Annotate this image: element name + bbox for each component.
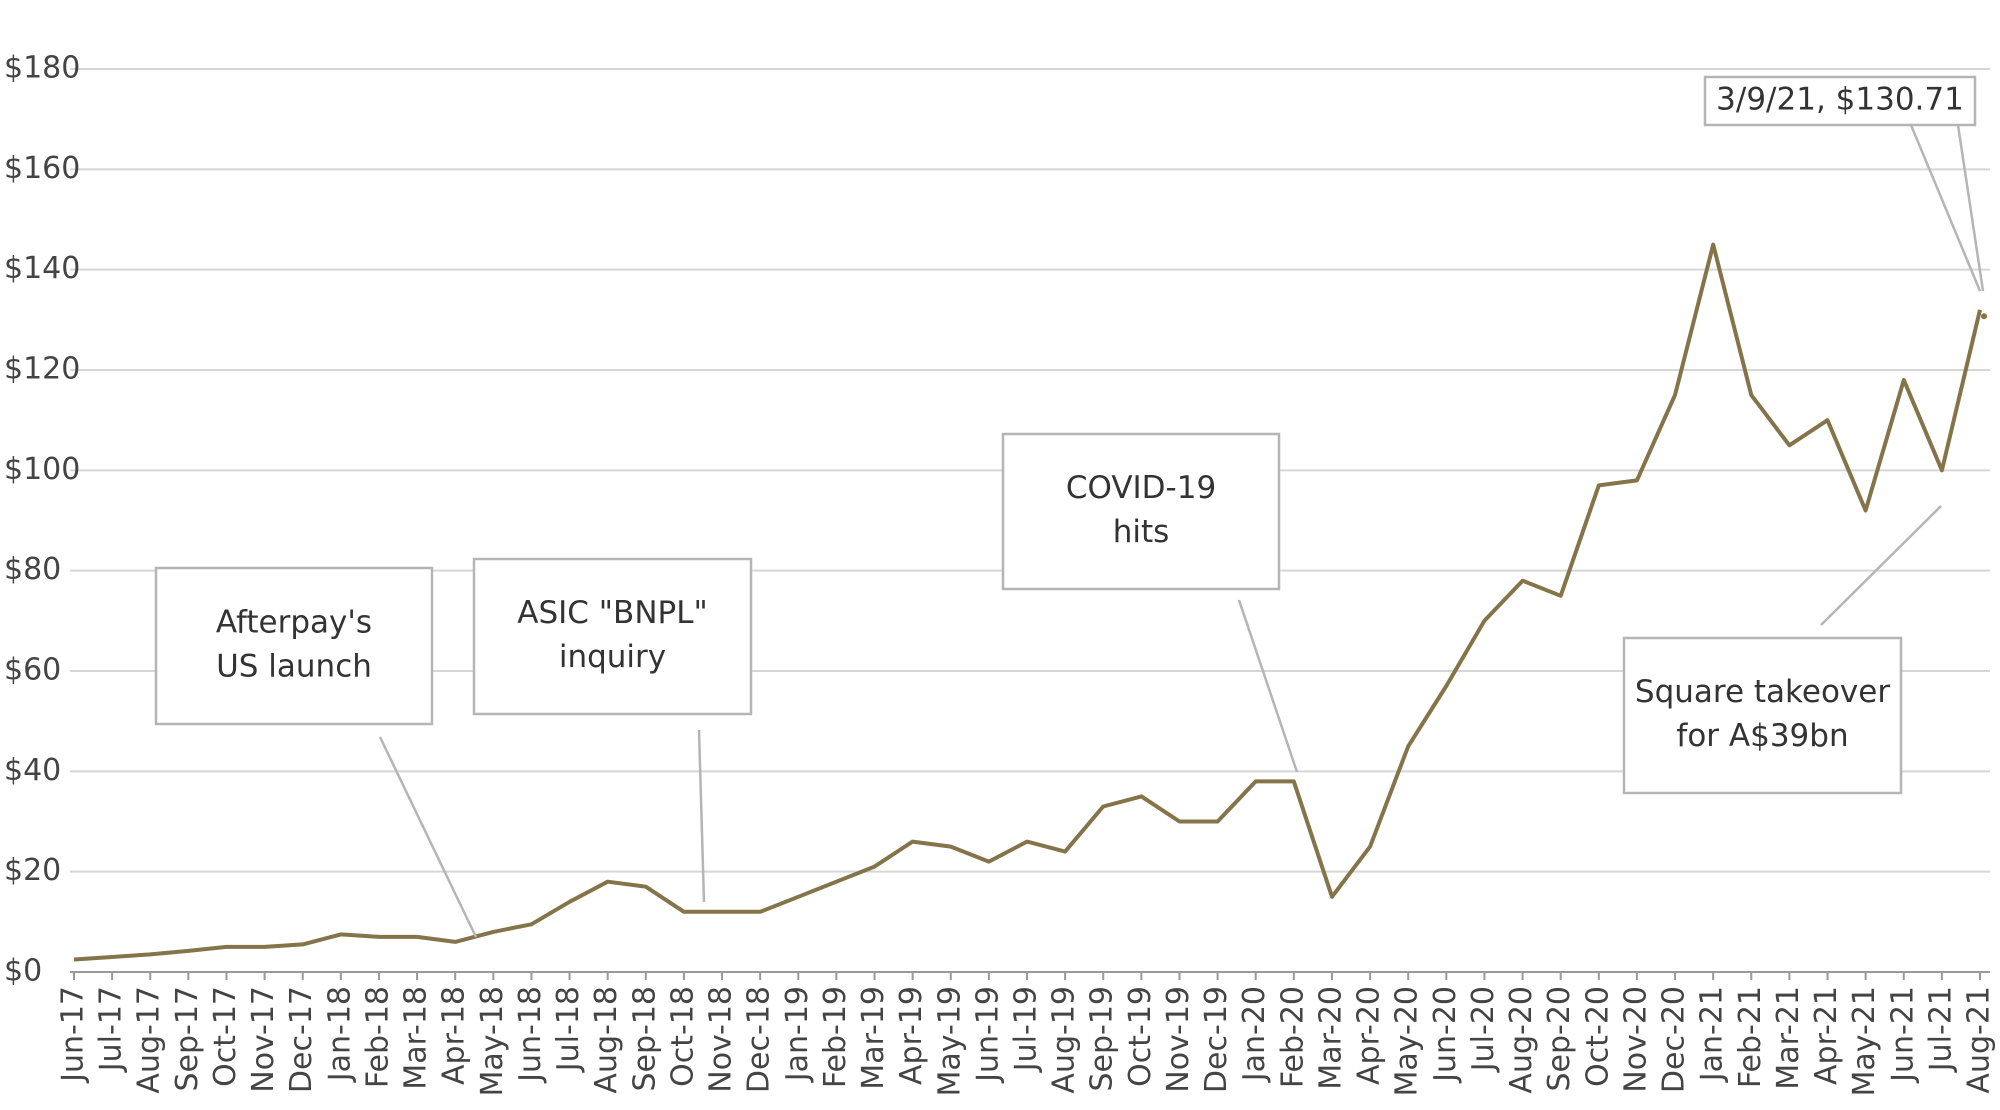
x-tick-label: Jan-19 [780, 986, 815, 1083]
x-tick-label: Oct-19 [1123, 986, 1158, 1087]
annotation-text: US launch [216, 649, 372, 685]
x-tick-label: Jul-20 [1466, 986, 1501, 1073]
annotation-text: hits [1113, 514, 1170, 550]
annotation-text: Square takeover [1635, 674, 1890, 710]
leader-line [697, 729, 706, 903]
x-tick-label: Jun-17 [56, 986, 91, 1084]
x-tick-label: Nov-20 [1618, 986, 1653, 1093]
x-tick-label: Feb-21 [1733, 986, 1768, 1088]
x-tick-label: Dec-20 [1657, 986, 1692, 1093]
annotation-text: COVID-19 [1066, 470, 1216, 506]
x-tick-label: Jun-20 [1428, 986, 1463, 1084]
y-tick-label: $20 [4, 853, 61, 888]
x-tick-label: Jan-21 [1695, 986, 1730, 1083]
x-tick-label: Aug-19 [1047, 986, 1082, 1094]
x-tick-label: Oct-18 [665, 986, 700, 1087]
price-line [73, 242, 1982, 962]
x-tick-label: May-21 [1847, 986, 1882, 1097]
x-tick-label: Mar-20 [1313, 986, 1348, 1090]
y-tick-label: $40 [4, 753, 61, 788]
y-tick-label: $100 [4, 452, 80, 487]
x-tick-label: Jun-18 [513, 986, 548, 1084]
x-tick-label: Jul-19 [1009, 986, 1044, 1073]
x-tick-label: Nov-17 [246, 986, 281, 1093]
x-tick-label: Oct-17 [208, 986, 243, 1087]
y-tick-label: $60 [4, 653, 61, 688]
x-tick-label: Dec-19 [1199, 986, 1234, 1093]
x-tick-label: Sep-18 [627, 986, 662, 1092]
x-tick-label: Dec-17 [284, 986, 319, 1093]
annotation-point [1981, 313, 1987, 320]
x-tick-label: May-18 [475, 986, 510, 1097]
leader-line [1237, 599, 1299, 773]
x-tick-label: Feb-19 [818, 986, 853, 1088]
leader-line [378, 736, 478, 938]
x-tick-label: Feb-18 [360, 986, 395, 1088]
x-tick-label: Jul-18 [551, 986, 586, 1073]
leader-line [1956, 124, 1985, 292]
y-tick-label: $120 [4, 352, 80, 387]
x-tick-label: Mar-18 [399, 986, 434, 1090]
leader-line [1820, 505, 1942, 626]
y-tick-label: $140 [4, 251, 80, 286]
x-tick-label: Aug-18 [589, 986, 624, 1094]
x-tick-label: Jan-18 [322, 986, 357, 1083]
x-tick-label: Apr-18 [437, 986, 472, 1085]
annotation-text: ASIC "BNPL" [517, 595, 707, 631]
y-tick-label: $0 [4, 954, 42, 989]
annotation-text: inquiry [559, 639, 666, 675]
x-tick-label: May-20 [1390, 986, 1425, 1097]
x-tick-label: Dec-18 [742, 986, 777, 1093]
annotation-text: 3/9/21, $130.71 [1716, 82, 1964, 118]
annotation-box [472, 557, 753, 716]
x-tick-label: Jul-21 [1923, 986, 1958, 1073]
x-tick-label: Nov-18 [704, 986, 739, 1093]
annotation-box [154, 566, 434, 726]
annotation-box [1622, 636, 1903, 795]
y-tick-label: $160 [4, 151, 80, 186]
x-tick-label: Jan-20 [1237, 986, 1272, 1083]
x-tick-label: Mar-21 [1771, 986, 1806, 1090]
x-tick-label: Aug-21 [1962, 986, 1997, 1094]
x-tick-label: Jun-21 [1885, 986, 1920, 1084]
y-tick-label: $80 [4, 552, 61, 587]
x-tick-label: Oct-20 [1580, 986, 1615, 1087]
x-tick-label: Aug-20 [1504, 986, 1539, 1094]
annotation-box [1001, 432, 1281, 591]
annotation-text: Afterpay's [216, 605, 372, 641]
x-tick-label: Apr-20 [1352, 986, 1387, 1085]
x-tick-label: Apr-19 [894, 986, 929, 1085]
x-tick-label: Jun-19 [970, 986, 1005, 1084]
x-tick-label: Apr-21 [1809, 986, 1844, 1085]
x-tick-label: Feb-20 [1275, 986, 1310, 1088]
x-tick-label: Nov-19 [1161, 986, 1196, 1093]
y-tick-label: $180 [4, 51, 80, 86]
leader-line [1909, 124, 1982, 292]
x-tick-label: Aug-17 [132, 986, 167, 1094]
x-tick-label: Sep-17 [170, 986, 205, 1092]
x-tick-label: Jul-17 [94, 986, 129, 1073]
annotation-text: for A$39bn [1676, 718, 1848, 754]
x-tick-label: Sep-19 [1085, 986, 1120, 1092]
x-tick-label: Sep-20 [1542, 986, 1577, 1092]
annotation-box [1703, 75, 1977, 127]
x-tick-label: May-19 [932, 986, 967, 1097]
x-tick-label: Mar-19 [856, 986, 891, 1090]
